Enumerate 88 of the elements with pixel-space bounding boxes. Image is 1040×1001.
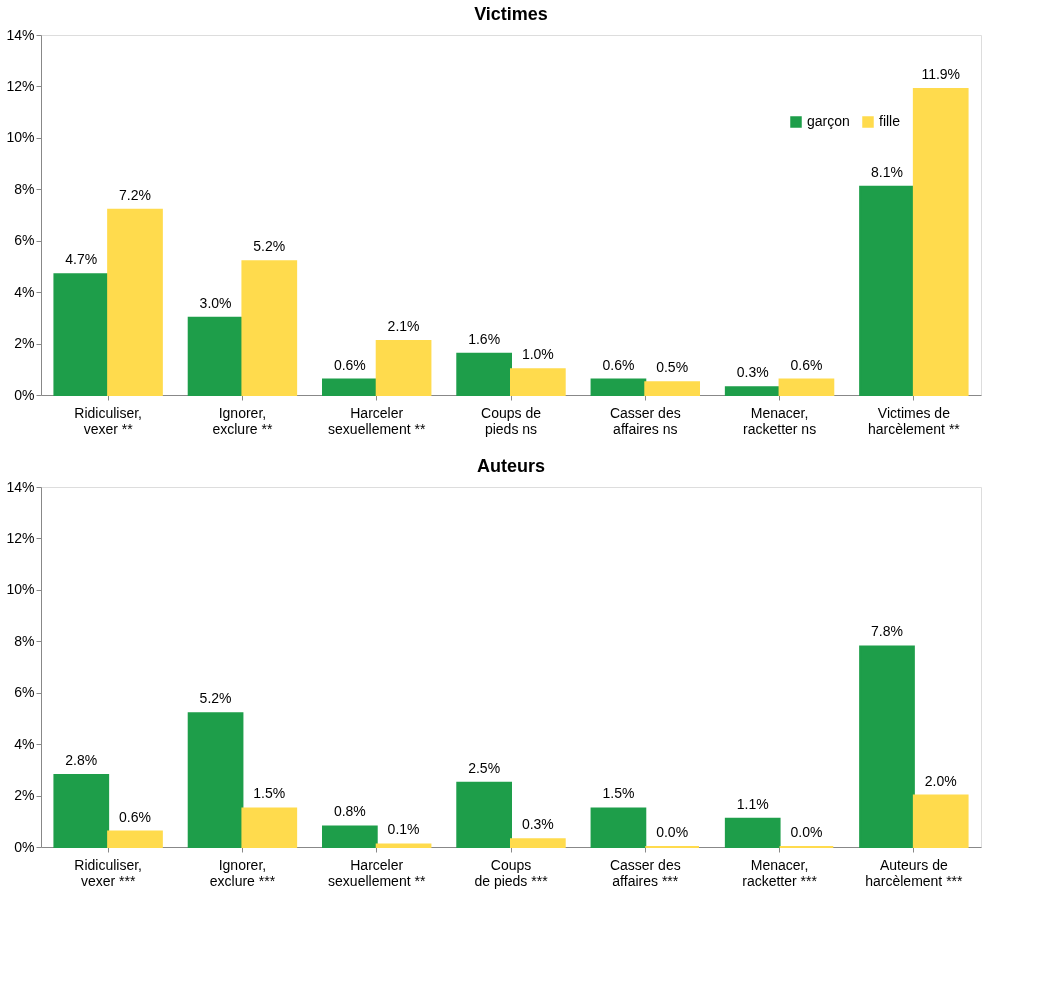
y-tick-label: 8%	[14, 180, 35, 197]
y-tick-label: 12%	[6, 529, 35, 546]
bar	[724, 817, 781, 848]
data-label: 7.2%	[119, 186, 151, 203]
bar	[375, 340, 432, 396]
bar	[456, 352, 512, 396]
chart-title: Victimes	[474, 4, 548, 24]
x-tick-label: Harceler sexuellement **	[328, 856, 426, 889]
legend-label: fille	[879, 113, 901, 129]
data-label: 1.1%	[736, 795, 769, 812]
data-label: 1.0%	[521, 346, 554, 363]
chart-title: Auteurs	[476, 456, 546, 476]
data-label: 7.8%	[871, 623, 903, 640]
data-label: 11.9%	[921, 66, 961, 82]
bar	[241, 807, 298, 848]
bar	[859, 185, 915, 396]
y-tick-label: 6%	[14, 232, 35, 249]
data-label: 0.6%	[333, 356, 366, 373]
bar	[912, 794, 969, 848]
x-tick-label: Ridiculiser, vexer ***	[74, 856, 142, 889]
bar	[53, 774, 110, 848]
data-label: 0.3%	[736, 364, 769, 381]
data-label: 5.2%	[199, 690, 232, 707]
data-label: 5.2%	[253, 238, 286, 255]
y-tick-label: 10%	[6, 129, 35, 146]
data-label: 0.6%	[119, 808, 151, 825]
data-label: 2.5%	[468, 759, 501, 776]
bar	[53, 273, 110, 396]
legend-label: garçon	[807, 113, 850, 129]
data-label: 1.5%	[602, 785, 635, 802]
bar	[590, 378, 647, 396]
x-tick-label: Auteurs de harcèlement ***	[865, 856, 964, 889]
bar	[187, 712, 244, 848]
bar	[912, 88, 969, 396]
data-label: 4.7%	[65, 251, 98, 268]
data-label: 2.1%	[387, 318, 420, 334]
bar	[724, 386, 781, 396]
y-tick-label: 14%	[6, 478, 35, 495]
x-tick-label: Menacer, racketter ***	[742, 856, 818, 889]
x-tick-label: Ridiculiser, vexer **	[74, 404, 142, 437]
x-tick-label: Coups de pieds ns	[481, 404, 542, 437]
x-tick-label: Ignorer, exclure **	[212, 404, 273, 437]
y-tick-label: 6%	[14, 684, 35, 701]
data-label: 0.5%	[656, 359, 689, 376]
y-tick-label: 0%	[14, 838, 35, 855]
data-label: 8.1%	[871, 163, 903, 180]
bar	[510, 368, 566, 396]
x-tick-label: Casser des affaires ***	[609, 856, 681, 889]
x-tick-label: Ignorer, exclure ***	[209, 856, 276, 889]
x-tick-label: Coups de pieds ***	[474, 856, 549, 889]
data-label: 0.3%	[521, 816, 554, 833]
bar	[107, 208, 163, 396]
y-tick-label: 10%	[6, 581, 35, 598]
x-tick-label: Menacer, racketter ns	[743, 404, 817, 437]
x-tick-label: Harceler sexuellement **	[328, 404, 426, 437]
bar	[590, 807, 647, 848]
data-label: 0.0%	[790, 824, 823, 840]
y-tick-label: 2%	[14, 335, 35, 352]
data-label: 2.0%	[924, 772, 957, 789]
bar	[107, 830, 163, 848]
data-label: 3.0%	[199, 294, 232, 311]
bar	[456, 781, 512, 848]
y-tick-label: 0%	[14, 386, 35, 403]
y-tick-label: 4%	[14, 735, 35, 752]
data-label: 0.6%	[790, 356, 823, 373]
bar	[322, 378, 378, 396]
y-tick-label: 2%	[14, 787, 35, 804]
data-label: 0.0%	[656, 824, 689, 840]
y-tick-label: 8%	[14, 632, 35, 649]
bar	[644, 381, 700, 396]
data-label: 0.8%	[333, 803, 366, 820]
data-label: 1.5%	[253, 785, 286, 802]
y-tick-label: 4%	[14, 283, 35, 300]
bar	[241, 260, 298, 396]
bar	[375, 843, 432, 848]
y-tick-label: 14%	[6, 26, 35, 43]
bar	[322, 825, 378, 848]
data-label: 0.1%	[387, 821, 420, 838]
bar	[187, 316, 244, 396]
x-tick-label: Victimes de harcèlement **	[867, 404, 961, 437]
data-label: 0.6%	[602, 356, 635, 373]
data-label: 2.8%	[65, 752, 98, 768]
y-tick-label: 12%	[6, 77, 35, 94]
x-tick-label: Casser des affaires ns	[609, 404, 681, 437]
bar	[510, 838, 566, 848]
bar	[778, 378, 835, 396]
data-label: 1.6%	[468, 330, 501, 347]
bar	[859, 645, 915, 848]
